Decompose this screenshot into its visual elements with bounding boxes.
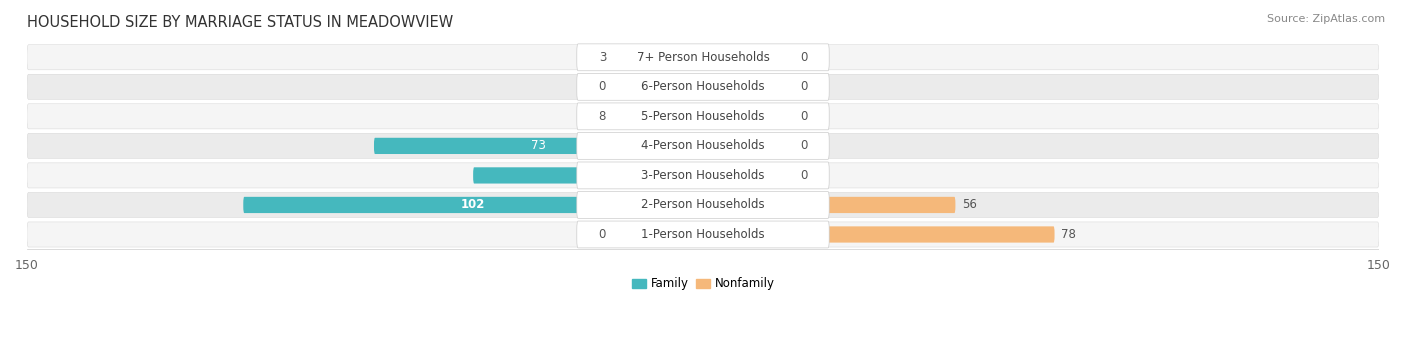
FancyBboxPatch shape (576, 221, 830, 248)
FancyBboxPatch shape (613, 108, 703, 124)
Text: 102: 102 (461, 198, 485, 211)
FancyBboxPatch shape (576, 44, 830, 71)
FancyBboxPatch shape (27, 133, 1379, 159)
Text: 1-Person Households: 1-Person Households (641, 228, 765, 241)
FancyBboxPatch shape (703, 108, 793, 124)
FancyBboxPatch shape (613, 49, 703, 65)
Text: 0: 0 (800, 110, 807, 123)
FancyBboxPatch shape (576, 162, 830, 189)
Text: 4-Person Households: 4-Person Households (641, 139, 765, 152)
Text: 7+ Person Households: 7+ Person Households (637, 51, 769, 64)
FancyBboxPatch shape (243, 197, 703, 213)
Text: 5-Person Households: 5-Person Households (641, 110, 765, 123)
FancyBboxPatch shape (703, 167, 793, 183)
FancyBboxPatch shape (576, 192, 830, 218)
Text: 3: 3 (599, 51, 606, 64)
FancyBboxPatch shape (27, 104, 1379, 129)
Text: 0: 0 (800, 80, 807, 93)
FancyBboxPatch shape (703, 226, 1054, 242)
Text: HOUSEHOLD SIZE BY MARRIAGE STATUS IN MEADOWVIEW: HOUSEHOLD SIZE BY MARRIAGE STATUS IN MEA… (27, 15, 453, 30)
FancyBboxPatch shape (703, 49, 793, 65)
FancyBboxPatch shape (703, 79, 793, 95)
FancyBboxPatch shape (613, 79, 703, 95)
Text: 78: 78 (1062, 228, 1076, 241)
Text: 51: 51 (581, 169, 596, 182)
FancyBboxPatch shape (576, 73, 830, 100)
Text: 0: 0 (800, 51, 807, 64)
FancyBboxPatch shape (27, 192, 1379, 218)
Text: 8: 8 (599, 110, 606, 123)
Text: 0: 0 (800, 139, 807, 152)
Text: 6-Person Households: 6-Person Households (641, 80, 765, 93)
Text: 73: 73 (531, 139, 546, 152)
FancyBboxPatch shape (576, 103, 830, 130)
Text: 0: 0 (599, 80, 606, 93)
Text: 2-Person Households: 2-Person Households (641, 198, 765, 211)
Text: 0: 0 (800, 169, 807, 182)
FancyBboxPatch shape (27, 45, 1379, 70)
FancyBboxPatch shape (576, 132, 830, 159)
FancyBboxPatch shape (27, 163, 1379, 188)
FancyBboxPatch shape (703, 197, 956, 213)
Text: 56: 56 (962, 198, 977, 211)
FancyBboxPatch shape (27, 222, 1379, 247)
Text: 3-Person Households: 3-Person Households (641, 169, 765, 182)
FancyBboxPatch shape (613, 226, 703, 242)
Text: 0: 0 (599, 228, 606, 241)
FancyBboxPatch shape (474, 167, 703, 183)
Text: Source: ZipAtlas.com: Source: ZipAtlas.com (1267, 14, 1385, 24)
FancyBboxPatch shape (374, 138, 703, 154)
FancyBboxPatch shape (703, 138, 793, 154)
Legend: Family, Nonfamily: Family, Nonfamily (627, 273, 779, 295)
FancyBboxPatch shape (27, 74, 1379, 99)
